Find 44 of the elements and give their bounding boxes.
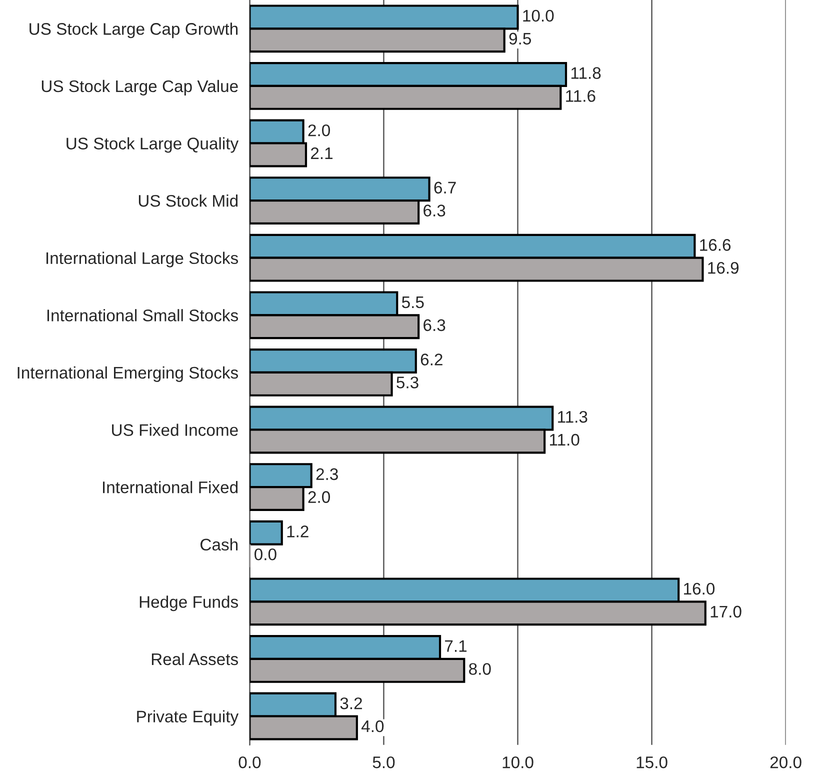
y-tick-label: US Stock Mid xyxy=(138,194,238,207)
y-tick-label: US Stock Large Quality xyxy=(66,137,239,153)
y-tick-label: International Small Stocks xyxy=(47,309,238,322)
y-tick-label: Real Assets xyxy=(152,652,238,666)
x-tick-label: 20.0 xyxy=(770,756,802,768)
data-label: 9.5 xyxy=(509,32,531,45)
data-label: 10.0 xyxy=(523,10,554,22)
y-tick-label: International Emerging Stocks xyxy=(18,366,238,382)
data-label: 6.3 xyxy=(424,319,446,332)
x-tick-label: 0.0 xyxy=(238,756,261,768)
data-label: 2.0 xyxy=(308,124,330,136)
data-label: 6.3 xyxy=(424,204,446,216)
data-label: 3.2 xyxy=(340,697,362,710)
data-label: 16.6 xyxy=(700,239,731,251)
data-label: 17.0 xyxy=(710,606,742,618)
data-label: 1.2 xyxy=(287,526,308,538)
x-tick-label: 15.0 xyxy=(636,756,668,768)
data-label: 16.9 xyxy=(708,262,739,274)
data-label: 5.3 xyxy=(396,376,418,388)
y-tick-label: International Large Stocks xyxy=(46,252,238,268)
data-label: 11.6 xyxy=(566,90,596,102)
y-tick-label: International Fixed xyxy=(103,481,238,494)
data-label: 11.8 xyxy=(571,67,601,79)
y-tick-label: US Fixed Income xyxy=(112,424,238,436)
data-label: 8.0 xyxy=(469,663,491,675)
data-label: 11.3 xyxy=(558,410,588,423)
data-label: 0.0 xyxy=(254,548,276,560)
data-label: 11.0 xyxy=(550,434,580,446)
x-tick-label: 10.0 xyxy=(502,756,534,768)
y-tick-label: Private Equity xyxy=(137,710,239,726)
data-label: 5.5 xyxy=(402,296,424,308)
data-label: 2.0 xyxy=(308,491,330,503)
data-label: 2.3 xyxy=(316,468,338,480)
y-tick-label: US Stock Large Cap Value xyxy=(42,80,238,96)
data-label: 7.1 xyxy=(445,640,467,652)
x-tick-label: 5.0 xyxy=(372,756,395,768)
data-label: 2.1 xyxy=(310,147,333,160)
y-tick-label: Hedge Funds xyxy=(140,596,238,612)
y-tick-label: Cash xyxy=(200,538,238,551)
data-label: 6.7 xyxy=(434,182,456,194)
data-label: 16.0 xyxy=(684,582,715,595)
y-tick-label: US Stock Large Cap Growth xyxy=(30,22,238,38)
data-label: 4.0 xyxy=(361,720,384,732)
data-label: 6.2 xyxy=(420,354,442,366)
